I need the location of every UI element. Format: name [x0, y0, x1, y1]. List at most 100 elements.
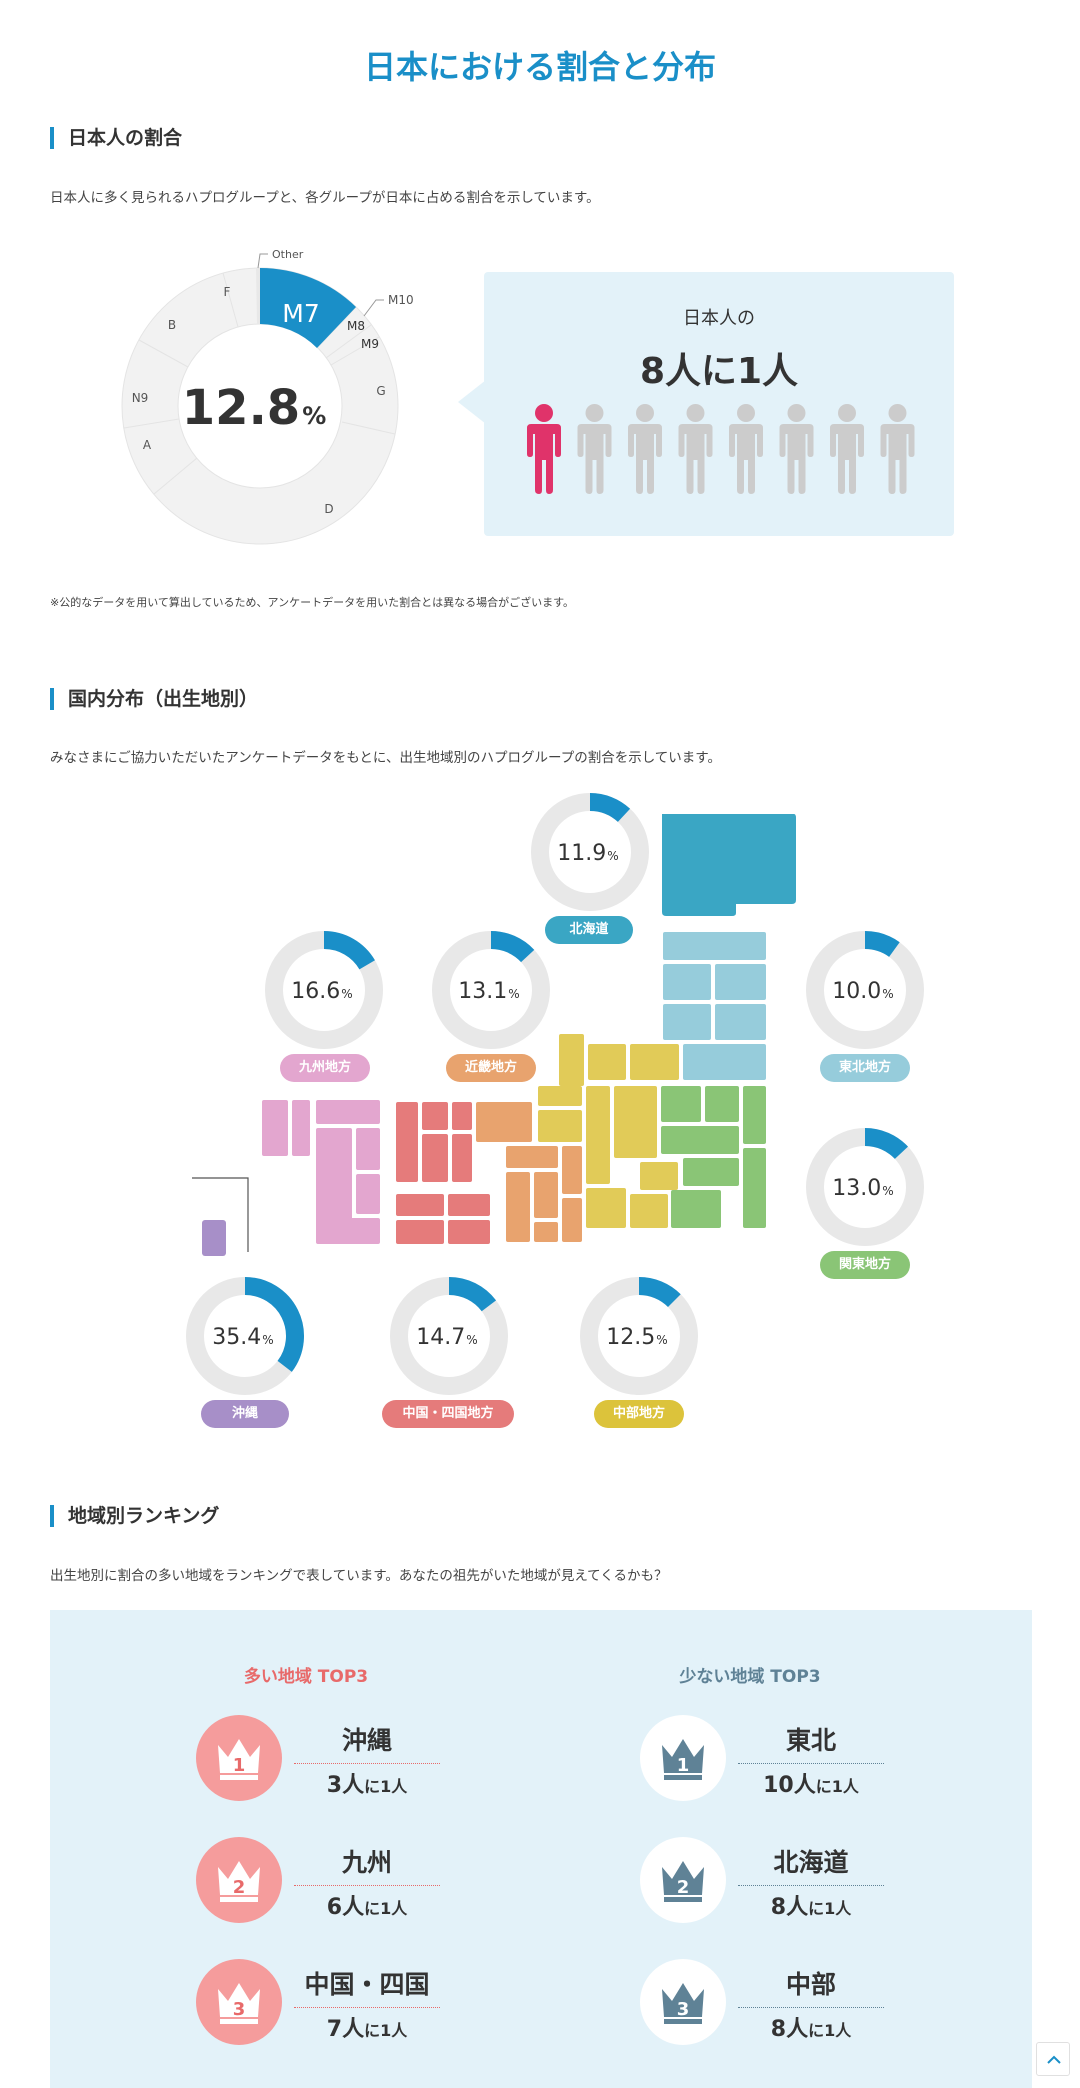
region-label-chubu: 中部地方: [594, 1400, 684, 1428]
rank-ratio: 7人に1人: [326, 2017, 408, 2042]
sep-g-d: [341, 421, 396, 435]
region-donut-value: 11.9%: [557, 841, 618, 866]
svg-text:1: 1: [677, 1755, 690, 1776]
rank-region-name: 中国・四国: [294, 1965, 440, 2008]
leader-m10: [363, 299, 384, 317]
donut-label-m10: M10: [388, 293, 414, 307]
region-label-tohoku: 東北地方: [820, 1054, 910, 1082]
region-donut-kinki: 13.1%: [432, 931, 550, 1049]
person-icon: [678, 404, 713, 494]
donut-label-m7: M7: [282, 299, 319, 328]
region-donut-value-arc: [323, 931, 375, 970]
region-donut-kanto: 13.0%: [806, 1128, 924, 1246]
ranking-item: 1 東北 10人に1人: [640, 1715, 900, 1805]
donut-segment-m7: [260, 268, 356, 348]
svg-text:3: 3: [233, 1999, 246, 2020]
section-heading-ratio: 日本人の割合: [50, 127, 182, 149]
donut-label-b: B: [168, 318, 176, 332]
donut-label-g: G: [376, 384, 385, 398]
rank-ratio: 8人に1人: [770, 1895, 852, 1920]
region-donut-value-arc: [490, 931, 535, 963]
rank-badge: 3: [640, 1959, 726, 2045]
svg-text:3: 3: [677, 1999, 690, 2020]
svg-text:2: 2: [677, 1877, 690, 1898]
rank-ratio: 6人に1人: [326, 1895, 408, 1920]
ranking-item: 3 中国・四国 7人に1人: [196, 1959, 456, 2049]
rank-badge: 2: [196, 1837, 282, 1923]
region-donut-value: 14.7%: [416, 1325, 477, 1350]
map-kinki: [476, 1102, 582, 1242]
donut-label-a: A: [143, 438, 152, 452]
ranking-item: 2 北海道 8人に1人: [640, 1837, 900, 1927]
sep-a-n9: [123, 418, 180, 429]
crown-icon: 3: [662, 1983, 704, 2024]
crown-icon: 1: [662, 1739, 704, 1780]
map-tohoku: [663, 932, 766, 1080]
person-icon: [779, 404, 814, 494]
bottom-ranking-title: 少ない地域 TOP3: [679, 1667, 821, 1687]
crown-icon: 2: [218, 1861, 260, 1902]
japan-region-map: 11.9% 16.6% 13.1% 10.0% 13.0% 35.4% 14.7% 12.5%: [186, 793, 924, 1395]
sep-d-a: [153, 457, 198, 495]
section-heading-distribution: 国内分布（出生地別）: [50, 688, 258, 710]
rank-ratio: 8人に1人: [770, 2017, 852, 2042]
map-kyushu: [262, 1100, 380, 1244]
section-desc-ranking: 出生地別に割合の多い地域をランキングで表しています。あなたの祖先がいた地域が見え…: [50, 1568, 668, 1584]
rank-badge: 3: [196, 1959, 282, 2045]
rank-badge: 1: [640, 1715, 726, 1801]
person-icon: [830, 404, 864, 494]
donut-segment-other: [256, 267, 260, 324]
rank-badge: 1: [196, 1715, 282, 1801]
top-ranking-title: 多い地域 TOP3: [243, 1667, 369, 1687]
page-title: 日本における割合と分布: [363, 48, 716, 86]
rank-region-name: 東北: [738, 1721, 884, 1764]
map-chugoku-shikoku: [396, 1102, 490, 1244]
svg-text:2: 2: [233, 1877, 246, 1898]
ranking-panel: 多い地域 TOP3 少ない地域 TOP3 1 沖縄 3人に1人 2 九州 6人に1人 3 中国…: [50, 1610, 1032, 2088]
region-donut-value-arc: [589, 793, 631, 823]
region-donut-value: 13.1%: [458, 979, 519, 1004]
region-label-kanto: 関東地方: [820, 1251, 910, 1279]
rank-badge: 2: [640, 1837, 726, 1923]
donut-label-m9: M9: [361, 337, 379, 351]
rank-region-name: 北海道: [738, 1843, 884, 1886]
people-icons: [527, 404, 915, 494]
section-desc-distribution: みなさまにご協力いただいたアンケートデータをもとに、出生地域別のハプログループの…: [50, 750, 721, 766]
sep-b-f: [222, 272, 239, 328]
ranking-item: 1 沖縄 3人に1人: [196, 1715, 456, 1805]
leader-other: [257, 253, 268, 269]
person-icon: [628, 404, 662, 494]
region-donut-value: 16.6%: [291, 979, 352, 1004]
ratio-callout: 日本人の 8人に1人: [484, 272, 954, 536]
region-label-chugoku-shikoku: 中国・四国地方: [382, 1400, 514, 1428]
person-icon: [577, 404, 612, 494]
person-icon: [729, 404, 763, 494]
callout-line2: 8人に1人: [639, 351, 799, 392]
region-donut-tohoku: 10.0%: [806, 931, 924, 1049]
svg-text:1: 1: [233, 1755, 246, 1776]
donut-label-f: F: [224, 285, 231, 299]
crown-icon: 2: [662, 1861, 704, 1902]
map-hokkaido: [662, 814, 796, 916]
rank-ratio: 3人に1人: [326, 1773, 408, 1798]
donut-label-d: D: [324, 502, 333, 516]
rank-ratio: 10人に1人: [763, 1773, 859, 1798]
region-label-hokkaido: 北海道: [545, 916, 633, 944]
scroll-to-top-button[interactable]: [1036, 2042, 1070, 2076]
region-donut-value-arc: [864, 931, 900, 958]
region-donut-hokkaido: 11.9%: [531, 793, 649, 911]
region-label-kinki: 近畿地方: [446, 1054, 536, 1082]
region-donut-chubu: 12.5%: [580, 1277, 698, 1395]
ratio-note: ※公的なデータを用いて算出しているため、アンケートデータを用いた割合とは異なる場…: [50, 596, 575, 609]
sep-m9-g: [330, 336, 380, 366]
callout-arrow: [458, 380, 486, 424]
section-desc-ratio: 日本人に多く見られるハプログループと、各グループが日本に占める割合を示しています…: [50, 190, 600, 206]
donut-label-n9: N9: [132, 391, 149, 405]
map-chubu: [538, 1034, 679, 1228]
region-donut-value: 12.5%: [606, 1325, 667, 1350]
map-kanto: [661, 1086, 766, 1228]
sep-m10-m9: [325, 324, 372, 359]
region-donut-value-arc: [448, 1277, 497, 1312]
chevron-up-icon: [1047, 2055, 1061, 2064]
rank-region-name: 中部: [738, 1965, 884, 2008]
